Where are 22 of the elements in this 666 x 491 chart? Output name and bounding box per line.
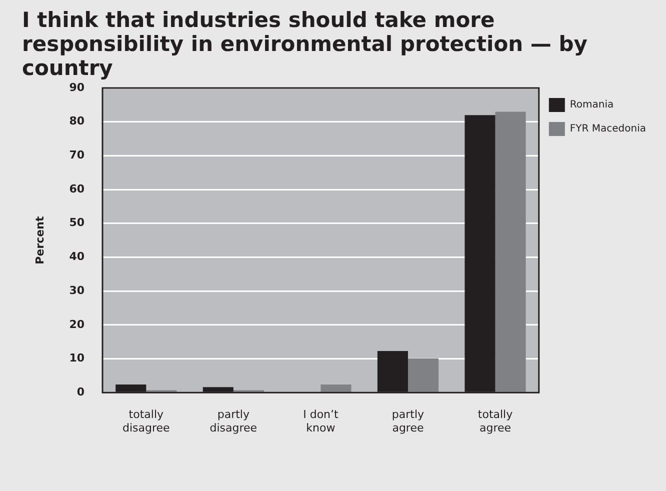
y-tick-label: 90 — [69, 80, 85, 94]
y-axis-title: Percent — [33, 216, 46, 264]
bar — [408, 358, 439, 392]
bar — [495, 112, 526, 392]
x-tick-label: totally disagree — [122, 408, 170, 434]
chart-title: I think that industries should take more responsibility in environmental protection — by country — [22, 8, 588, 80]
legend-label: Romania — [570, 100, 614, 111]
y-tick-label: 30 — [69, 284, 85, 297]
x-tick-label: partly disagree — [210, 408, 258, 434]
legend-label: FYR Macedonia — [570, 124, 646, 135]
x-tick-label: totally agree — [478, 408, 514, 434]
y-tick-label: 50 — [69, 216, 85, 230]
y-tick-label: 0 — [76, 385, 85, 398]
y-tick-label: 40 — [69, 250, 85, 264]
y-tick-label: 70 — [69, 148, 85, 162]
y-tick-label: 60 — [69, 182, 85, 196]
y-tick-label: 80 — [69, 114, 85, 128]
x-tick-label: I don’t know — [303, 408, 340, 434]
y-tick-label: 20 — [69, 318, 85, 331]
x-tick-label: partly agree — [392, 408, 425, 434]
y-tick-label: 10 — [69, 352, 85, 365]
bar — [320, 384, 352, 392]
